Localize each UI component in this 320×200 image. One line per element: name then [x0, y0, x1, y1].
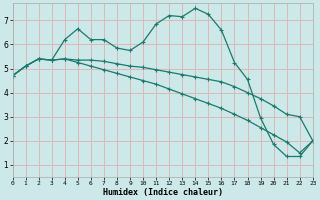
- X-axis label: Humidex (Indice chaleur): Humidex (Indice chaleur): [103, 188, 223, 197]
